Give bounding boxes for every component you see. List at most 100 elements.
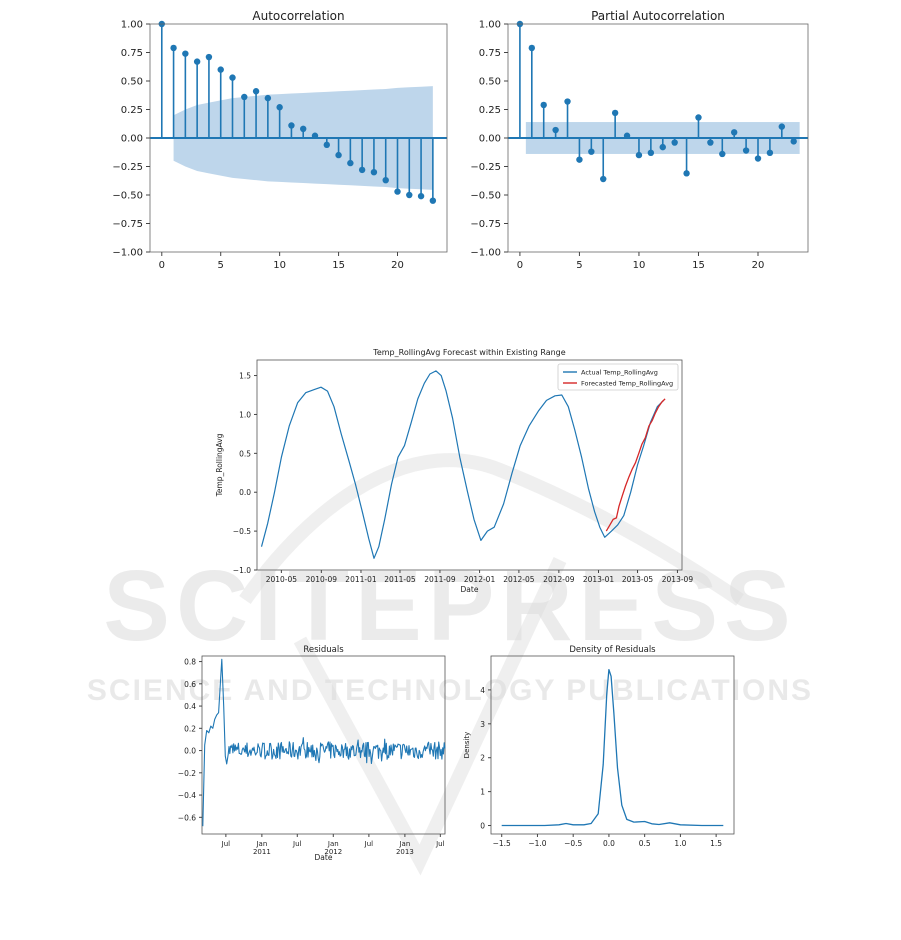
density-ytick-label-4: 4 — [480, 686, 485, 695]
density-xtick-label-2: −0.5 — [564, 839, 582, 848]
forecast-xtick-label-5: 2012-01 — [464, 575, 496, 584]
forecast-ytick-label-3: 0.5 — [239, 449, 251, 458]
acf-marker-20 — [394, 188, 401, 195]
acf-marker-12 — [300, 125, 307, 133]
acf-ytick-label-1: −0.75 — [112, 219, 143, 230]
acf-marker-1 — [170, 44, 177, 52]
pacf-xtick-label-20: 20 — [752, 260, 765, 271]
residuals-xlabel: Date — [315, 853, 333, 862]
pacf-marker-21 — [766, 149, 774, 157]
forecast-xtick-label-8: 2013-01 — [583, 575, 615, 584]
residuals-ytick-label-3: 0.0 — [184, 747, 196, 756]
residuals-xtick-label-2-0: Jul — [292, 840, 302, 848]
forecast-xtick-label-7: 2012-09 — [543, 575, 575, 584]
residuals-xtick-label-6-0: Jul — [435, 840, 445, 848]
acf-marker-13 — [311, 132, 319, 139]
acf-marker-7 — [241, 93, 248, 101]
residuals-title: Residuals — [303, 645, 344, 655]
density-xtick-label-4: 0.5 — [639, 839, 651, 848]
forecast-series-actual — [260, 370, 664, 559]
acf-marker-21 — [406, 191, 413, 199]
forecast-xtick-label-3: 2011-05 — [384, 575, 416, 584]
acf-xtick-label-20: 20 — [391, 260, 404, 271]
pacf-marker-3 — [552, 126, 559, 134]
density-curve — [501, 668, 724, 827]
pacf-ytick-label-1: −0.75 — [470, 219, 501, 230]
pacf-marker-17 — [719, 150, 726, 158]
forecast-xlabel: Date — [461, 585, 479, 594]
residuals-ytick-label-4: 0.2 — [184, 724, 196, 733]
forecast-ytick-label-4: 1.0 — [239, 410, 251, 419]
pacf-marker-18 — [730, 129, 738, 136]
pacf-marker-16 — [707, 139, 714, 146]
forecast-legend-box — [557, 363, 679, 391]
forecast-ytick-label-5: 1.5 — [239, 372, 251, 381]
density-xtick-label-0: −1.5 — [493, 839, 511, 848]
acf-ytick-label-3: −0.25 — [112, 162, 143, 173]
density-ytick-label-1: 1 — [480, 788, 485, 797]
pacf-ytick-label-3: −0.25 — [470, 162, 501, 173]
density-ytick-label-3: 3 — [480, 720, 485, 729]
pacf-ytick-label-2: −0.50 — [470, 191, 501, 202]
pacf-ytick-label-8: 1.00 — [479, 20, 501, 31]
forecast-ytick-label-0: −1.0 — [233, 566, 251, 575]
pacf-title: Partial Autocorrelation — [591, 9, 725, 23]
pacf-xtick-label-5: 5 — [576, 260, 582, 271]
residuals-xtick-label-1-1: 2011 — [253, 848, 271, 856]
acf-marker-11 — [288, 122, 295, 129]
pacf-chart: 0 5 10 15 20 −1.00 −0.75 −0.50 −0.25 0.00 0.25 0.50… — [470, 9, 809, 271]
forecast-ylabel: Temp_RollingAvg — [215, 433, 224, 497]
forecast-xtick-label-1: 2010-09 — [306, 575, 338, 584]
acf-marker-23 — [429, 197, 437, 204]
pacf-xtick-label-10: 10 — [633, 260, 646, 271]
density-title: Density of Residuals — [569, 645, 656, 655]
density-xtick-label-1: −1.0 — [528, 839, 546, 848]
residuals-xtick-label-3-1: 2012 — [324, 848, 342, 856]
acf-ytick-label-2: −0.50 — [112, 191, 143, 202]
residuals-ytick-label-1: −0.4 — [178, 791, 196, 800]
acf-marker-2 — [182, 50, 189, 57]
forecast-chart: 2010-05 2010-09 2011-01 2011-05 2011-09 2012-… — [215, 348, 693, 594]
forecast-xtick-label-10: 2013-09 — [662, 575, 694, 584]
density-xtick-label-3: 0.0 — [603, 839, 615, 848]
acf-marker-5 — [217, 66, 224, 73]
acf-ytick-label-6: 0.50 — [121, 77, 143, 88]
forecast-legend-label-0: Actual Temp_RollingAvg — [581, 369, 658, 377]
residuals-ytick-label-7: 0.8 — [184, 658, 196, 667]
acf-ytick-label-4: 0.00 — [121, 134, 143, 145]
acf-marker-6 — [229, 74, 236, 81]
pacf-marker-12 — [659, 143, 666, 151]
pacf-marker-14 — [683, 170, 690, 177]
acf-marker-3 — [193, 58, 201, 65]
pacf-marker-19 — [742, 147, 750, 154]
acf-ytick-label-0: −1.00 — [112, 248, 143, 259]
forecast-legend-label-1: Forecasted Temp_RollingAvg — [581, 380, 673, 388]
forecast-ytick-label-2: 0.0 — [239, 488, 251, 497]
residuals-xtick-label-5-0: Jan — [398, 840, 410, 848]
acf-xtick-label-5: 5 — [218, 260, 224, 271]
pacf-ytick-label-5: 0.25 — [479, 105, 501, 116]
acf-marker-16 — [347, 159, 354, 167]
residuals-ytick-label-5: 0.4 — [184, 702, 196, 711]
residuals-ytick-label-0: −0.6 — [178, 813, 196, 822]
density-ylabel: Density — [463, 732, 471, 759]
residuals-xtick-label-5-1: 2013 — [396, 848, 414, 856]
residuals-series — [202, 658, 446, 827]
forecast-legend: Actual Temp_RollingAvg Forecasted Temp_Ro… — [557, 363, 679, 391]
pacf-marker-7 — [600, 175, 607, 183]
pacf-marker-22 — [778, 123, 786, 130]
acf-marker-17 — [358, 166, 366, 174]
pacf-marker-13 — [671, 139, 678, 146]
pacf-marker-6 — [588, 148, 595, 155]
residuals-xtick-label-4-0: Jul — [364, 840, 374, 848]
acf-marker-10 — [276, 104, 283, 111]
pacf-ytick-label-7: 0.75 — [479, 48, 501, 59]
residuals-xtick-label-1-0: Jan — [255, 840, 267, 848]
acf-xtick-label-15: 15 — [332, 260, 345, 271]
density-chart: −1.5 −1.0 −0.5 0.0 0.5 1.0 1.5 0 1 2 3 4 Density of … — [463, 645, 735, 848]
pacf-marker-9 — [623, 132, 631, 139]
pacf-marker-1 — [528, 44, 536, 52]
density-xtick-label-5: 1.0 — [674, 839, 686, 848]
pacf-xtick-label-0: 0 — [517, 260, 523, 271]
